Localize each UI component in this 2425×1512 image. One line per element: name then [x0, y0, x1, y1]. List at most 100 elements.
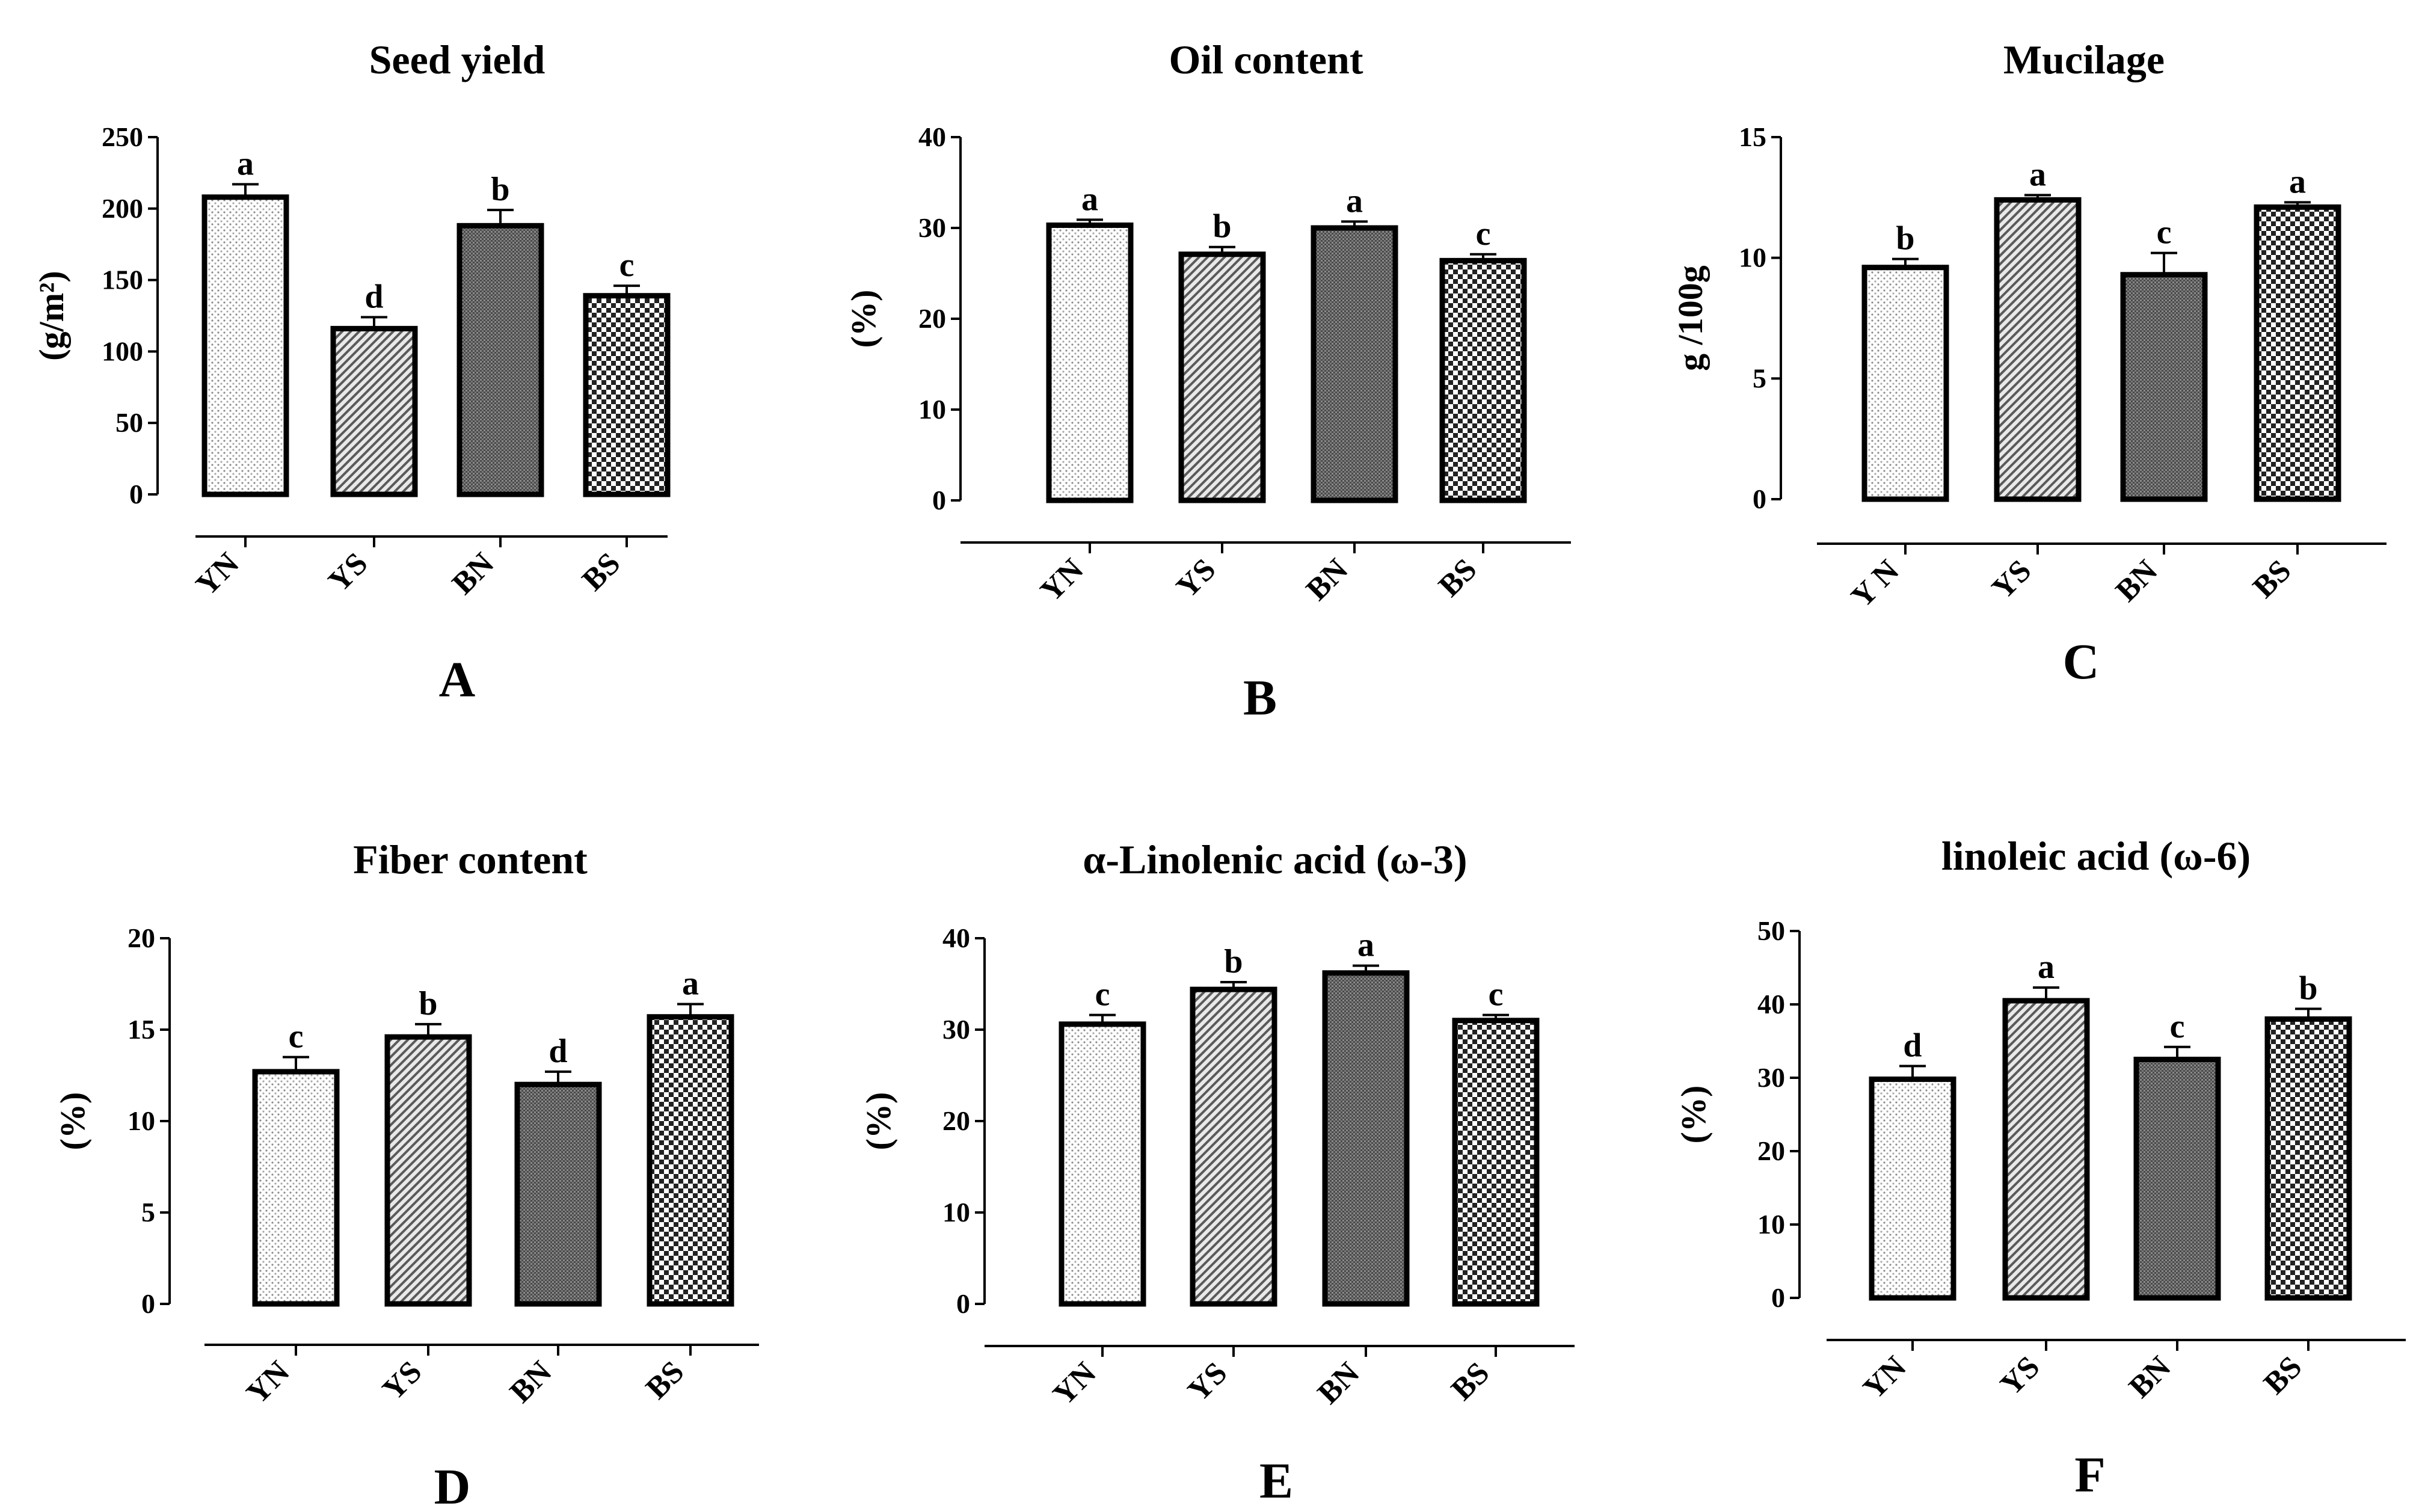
bar	[1861, 265, 1949, 502]
x-tick-label: Y N	[1845, 553, 1905, 614]
x-tick-label: YS	[1181, 1356, 1234, 1408]
y-axis-label: (%)	[844, 290, 883, 348]
significance-letter: a	[237, 145, 254, 182]
x-tick-label: BS	[639, 1354, 690, 1406]
significance-letter: c	[1095, 976, 1110, 1013]
significance-letter: d	[364, 278, 383, 315]
x-tick-label: BN	[503, 1354, 558, 1409]
significance-letter: c	[1476, 215, 1491, 253]
y-tick-label: 20	[1757, 1136, 1785, 1166]
significance-letter: b	[419, 985, 437, 1022]
bar	[583, 293, 671, 497]
chart-panel-b: Oil content 0 10 20 30 40 (%) a YN b YS a BN c BS B	[844, 37, 1571, 726]
y-tick-label: 0	[141, 1288, 155, 1319]
chart-title: Mucilage	[2003, 37, 2165, 82]
chart-title: Fiber content	[353, 837, 588, 882]
y-axis-label: g /100g	[1671, 265, 1710, 371]
x-tick-label: YS	[1994, 1350, 2046, 1402]
bar	[1869, 1076, 1956, 1301]
y-tick-label: 5	[141, 1197, 155, 1228]
y-tick-label: 20	[128, 923, 155, 953]
bar	[1178, 251, 1266, 503]
y-tick-label: 40	[1757, 989, 1785, 1019]
x-tick-label: YN	[240, 1354, 296, 1410]
y-tick-label: 20	[918, 303, 946, 334]
panel-letter: B	[1243, 670, 1277, 726]
x-tick-label: BN	[2122, 1350, 2177, 1404]
significance-letter: a	[2289, 163, 2306, 200]
significance-letter: a	[2029, 156, 2046, 193]
chart-title: α-Linolenic acid (ω-3)	[1083, 837, 1467, 882]
y-tick-label: 10	[918, 394, 946, 425]
bar	[2254, 204, 2341, 502]
significance-letter: b	[491, 171, 509, 208]
y-tick-label: 20	[942, 1105, 970, 1136]
bar	[647, 1014, 734, 1307]
significance-letter: a	[682, 965, 699, 1002]
significance-letter: b	[1224, 943, 1243, 980]
chart-title: Oil content	[1169, 37, 1363, 82]
significance-letter: c	[2157, 214, 2172, 251]
y-tick-label: 200	[102, 193, 143, 224]
y-tick-label: 15	[128, 1014, 155, 1045]
significance-letter: c	[619, 247, 635, 284]
bar	[1322, 970, 1410, 1307]
bar	[1190, 986, 1277, 1307]
panel-letter: A	[439, 652, 476, 708]
bar	[456, 223, 544, 497]
y-tick-label: 15	[1739, 121, 1766, 152]
x-tick-label: BN	[2109, 553, 2164, 608]
x-tick-label: BN	[1300, 552, 1354, 607]
significance-letter: a	[1357, 927, 1374, 964]
bar	[2002, 998, 2090, 1301]
y-tick-label: 0	[1771, 1282, 1785, 1313]
y-tick-label: 40	[918, 121, 946, 152]
significance-letter: c	[1489, 976, 1504, 1013]
significance-letter: a	[1346, 182, 1363, 220]
panel-letter: E	[1259, 1453, 1293, 1509]
panel-letter: D	[434, 1459, 471, 1512]
y-tick-label: 250	[102, 121, 143, 152]
panel-letter: F	[2074, 1447, 2105, 1503]
bar	[2264, 1016, 2352, 1301]
chart-panel-e: α-Linolenic acid (ω-3) 0 10 20 30 40 (%) c YN b YS…	[859, 837, 1575, 1509]
y-tick-label: 30	[918, 212, 946, 243]
x-tick-label: BN	[1311, 1356, 1366, 1410]
bar	[1994, 197, 2082, 502]
significance-letter: a	[2038, 948, 2055, 986]
bar	[201, 194, 289, 497]
x-tick-label: YS	[1170, 552, 1222, 604]
y-tick-label: 100	[102, 336, 143, 366]
significance-letter: b	[1212, 208, 1231, 245]
chart-panel-f: linoleic acid (ω-6) 0 10 20 30 40 50 (%) d YN a YS c…	[1674, 833, 2406, 1503]
y-axis-label: (%)	[859, 1092, 898, 1151]
chart-panel-d: Fiber content 0 5 10 15 20 (%) c YN b YS d BN a BS D	[53, 837, 759, 1512]
bar	[384, 1034, 472, 1307]
chart-panel-a: Seed yield 0 50 100 150 200 250 (g/m²) a YN d YS b BN…	[32, 37, 671, 708]
significance-letter: b	[2299, 970, 2317, 1007]
significance-letter: c	[2170, 1008, 2185, 1045]
y-axis-label: (g/m²)	[32, 271, 71, 360]
y-tick-label: 0	[956, 1288, 970, 1319]
x-tick-label: YN	[1857, 1350, 1913, 1406]
y-tick-label: 5	[1753, 363, 1766, 393]
x-tick-label: BS	[1432, 552, 1483, 603]
y-tick-label: 10	[1739, 242, 1766, 273]
bar	[1059, 1021, 1146, 1307]
y-tick-label: 30	[942, 1014, 970, 1045]
bar	[1311, 225, 1398, 503]
panel-letter: C	[2063, 634, 2100, 690]
bar	[1439, 257, 1527, 503]
significance-letter: d	[1903, 1027, 1922, 1064]
x-tick-label: BS	[2246, 553, 2297, 604]
x-tick-label: BS	[2257, 1350, 2308, 1401]
y-tick-label: 30	[1757, 1062, 1785, 1093]
bar	[1452, 1018, 1540, 1307]
y-tick-label: 0	[932, 485, 946, 515]
significance-letter: a	[1081, 180, 1098, 218]
chart-panel-c: Mucilage 0 5 10 15 g /100g b Y N a YS c BN a BS C	[1671, 37, 2387, 690]
significance-letter: c	[289, 1018, 304, 1056]
chart-title: linoleic acid (ω-6)	[1941, 833, 2251, 879]
y-axis-label: (%)	[1674, 1086, 1713, 1144]
